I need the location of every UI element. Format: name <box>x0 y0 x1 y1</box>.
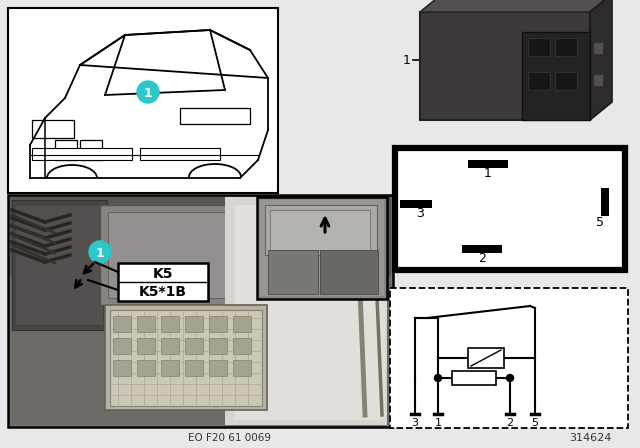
Text: 2: 2 <box>506 418 513 428</box>
Bar <box>140 148 220 160</box>
Bar <box>528 38 550 56</box>
Bar <box>15 205 103 325</box>
Bar <box>10 197 391 277</box>
Bar <box>80 140 102 160</box>
Circle shape <box>506 375 513 382</box>
Bar <box>180 108 250 124</box>
Bar <box>161 338 179 354</box>
Bar <box>185 316 203 332</box>
Bar <box>452 371 496 385</box>
Bar <box>100 205 260 305</box>
Bar <box>12 200 107 330</box>
Bar <box>268 250 318 294</box>
Text: 3: 3 <box>412 418 419 428</box>
Bar <box>185 360 203 376</box>
Bar <box>108 212 252 298</box>
Text: 5: 5 <box>531 418 538 428</box>
Bar <box>528 72 550 90</box>
Bar <box>161 316 179 332</box>
Bar <box>320 250 378 294</box>
Bar <box>225 197 387 425</box>
Bar <box>468 160 508 168</box>
Bar <box>137 360 155 376</box>
Text: K5*1B: K5*1B <box>139 285 187 299</box>
Bar <box>265 205 377 255</box>
Circle shape <box>89 241 111 263</box>
Text: 1: 1 <box>435 418 442 428</box>
Text: 3: 3 <box>416 207 424 220</box>
Bar <box>8 195 393 427</box>
Bar <box>105 305 267 410</box>
Text: 1: 1 <box>143 86 152 99</box>
Text: 1: 1 <box>95 246 104 259</box>
Bar <box>522 32 590 120</box>
Text: 314624: 314624 <box>569 433 611 443</box>
Bar <box>593 42 603 54</box>
Bar <box>462 245 502 253</box>
Text: 5: 5 <box>596 215 604 228</box>
Polygon shape <box>590 0 612 120</box>
Bar <box>137 338 155 354</box>
Text: 1: 1 <box>484 167 492 180</box>
Bar <box>55 140 77 160</box>
Bar <box>257 197 387 299</box>
Bar <box>8 8 278 193</box>
Bar <box>395 148 625 270</box>
Bar <box>593 74 603 86</box>
Bar <box>113 360 131 376</box>
Bar <box>32 148 132 160</box>
Bar <box>118 263 208 301</box>
Bar <box>209 360 227 376</box>
Bar <box>555 72 577 90</box>
Bar <box>233 338 251 354</box>
Bar <box>233 316 251 332</box>
Bar <box>260 200 384 296</box>
Text: 1: 1 <box>403 53 411 66</box>
Circle shape <box>435 375 442 382</box>
Polygon shape <box>420 0 612 12</box>
Bar <box>390 288 628 428</box>
Text: K5: K5 <box>153 267 173 281</box>
Circle shape <box>137 81 159 103</box>
Bar <box>601 188 609 216</box>
Bar <box>270 210 370 250</box>
Bar <box>209 338 227 354</box>
Bar <box>113 316 131 332</box>
Text: EO F20 61 0069: EO F20 61 0069 <box>189 433 271 443</box>
Bar <box>185 338 203 354</box>
Bar <box>32 120 74 138</box>
Bar <box>110 310 262 406</box>
Bar <box>209 316 227 332</box>
Bar <box>137 316 155 332</box>
Bar <box>113 338 131 354</box>
Bar <box>400 200 432 208</box>
Bar <box>10 197 391 425</box>
Bar <box>233 360 251 376</box>
Bar <box>161 360 179 376</box>
Bar <box>468 348 504 368</box>
Text: 2: 2 <box>478 251 486 264</box>
Bar <box>555 38 577 56</box>
Bar <box>235 205 385 420</box>
Bar <box>420 12 590 120</box>
